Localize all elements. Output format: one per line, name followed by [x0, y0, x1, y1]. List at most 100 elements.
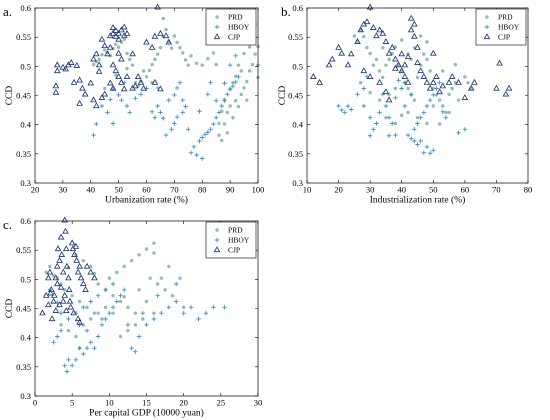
- panel-a-x-tick-label: 80: [198, 185, 207, 195]
- panel-b-hboy-point: [462, 127, 468, 132]
- panel-a-prd-point: [228, 104, 232, 108]
- panel-b-hboy-point: [431, 92, 436, 98]
- panel-b-prd-point: [406, 110, 410, 115]
- panel-b-cjp-point: [401, 61, 409, 68]
- panel-b-cjp-point: [373, 32, 380, 39]
- panel-c-x-tick-label: 15: [142, 398, 151, 408]
- panel-c-prd-point: [51, 274, 56, 278]
- panel-b-x-tick-label: 20: [334, 185, 343, 195]
- panel-b-x-tick-label: 40: [397, 185, 406, 195]
- panel-b-cjp-point: [388, 43, 396, 50]
- panel-a-prd-point: [100, 52, 104, 57]
- panel-c-hboy-point: [107, 310, 112, 316]
- panel-b-cjp-point: [429, 78, 437, 85]
- panel-a-hboy-point: [211, 121, 216, 127]
- panel-a-cjp-point: [148, 43, 156, 50]
- panel-b-hboy-point: [418, 138, 423, 144]
- panel-a-hboy-point: [161, 116, 166, 121]
- panel-a-hboy-point: [163, 132, 169, 138]
- panel-b-prd-point: [384, 115, 388, 120]
- panel-a-prd-point: [242, 86, 246, 90]
- panel-b-hboy-point: [355, 92, 360, 97]
- panel-a-hboy-point: [188, 150, 194, 155]
- panel-a-cjp-point: [52, 82, 60, 89]
- panel-c-prd-point: [48, 264, 52, 269]
- panel-a-prd-point: [253, 52, 257, 56]
- panel-b-cjp-point: [392, 55, 399, 62]
- panel-a-prd-point: [169, 46, 174, 50]
- panel-c-hboy-point: [62, 363, 67, 368]
- panel-a-prd-point: [114, 73, 118, 77]
- panel-a-cjp-point: [98, 94, 106, 100]
- panel-b-prd-point: [415, 75, 420, 80]
- panel-a-y-axis-label: CCD: [5, 86, 15, 106]
- panel-a-hboy-point: [205, 92, 211, 97]
- panel-b-y-tick-label: 0.4: [292, 120, 303, 130]
- panel-a-hboy-point: [191, 144, 197, 150]
- panel-b-prd-point: [422, 52, 426, 56]
- panel-a-prd-point: [183, 58, 188, 62]
- panel-a-hboy-point: [200, 135, 205, 140]
- panel-b-hboy-point: [434, 86, 439, 91]
- panel-b-hboy-point: [424, 103, 430, 109]
- panel-c-legend-hboy-marker: [214, 237, 220, 243]
- panel-b-y-tick-label: 0.45: [288, 91, 303, 101]
- panel-b-prd-point: [450, 86, 454, 91]
- panel-a-cjp-point: [112, 67, 120, 74]
- panel-a-hboy-point: [186, 127, 191, 132]
- panel-b-prd-point: [400, 38, 404, 42]
- panel-a-prd-point: [247, 69, 252, 73]
- panel-a-hboy-point: [180, 97, 185, 103]
- panel-b-prd-point: [466, 80, 470, 85]
- panel-b-hboy-point: [377, 110, 382, 115]
- panel-b-cjp-point: [496, 59, 503, 66]
- panel-a-prd-point: [231, 115, 235, 120]
- panel-a-cjp-point: [90, 55, 97, 62]
- panel-a-cjp-point: [115, 73, 122, 79]
- panel-a-hboy-point: [174, 85, 180, 91]
- panel-a-cjp-point: [98, 35, 106, 42]
- panel-b-cjp-point: [395, 61, 402, 68]
- panel-a-cjp-point: [143, 38, 150, 45]
- panel-b-cjp-point: [398, 67, 406, 74]
- panel-b-prd-point: [425, 121, 429, 126]
- panel-c-cjp-point: [82, 286, 89, 292]
- panel-a-cjp-point: [67, 59, 75, 65]
- panel-a-x-tick-label: 100: [252, 185, 265, 195]
- panel-c-x-tick-label: 20: [179, 398, 188, 408]
- panel-b-cjp-point: [309, 73, 317, 79]
- panel-a-prd-point: [211, 51, 216, 55]
- panel-a-x-tick-label: 90: [226, 185, 235, 195]
- panel-b-hboy-point: [405, 132, 411, 138]
- panel-a-prd-point: [97, 57, 101, 62]
- panel-a-hboy-point: [169, 127, 174, 132]
- panel-c-hboy-point: [140, 310, 145, 316]
- panel-c-cjp-point: [79, 280, 87, 287]
- panel-a-hboy-point: [236, 74, 241, 80]
- panel-c-prd-point: [85, 305, 89, 310]
- panel-a-label: a.: [3, 4, 12, 19]
- panel-b-hboy-point: [361, 103, 367, 109]
- panel-c-hboy-point: [95, 293, 101, 298]
- panel-b-hboy-point: [408, 136, 414, 141]
- panel-a-hboy-point: [200, 156, 205, 161]
- panel-c-prd-point: [59, 323, 63, 327]
- panel-b-prd-point: [425, 57, 429, 62]
- panel-b-hboy-point: [421, 110, 427, 115]
- panel-b-cjp-point: [455, 78, 462, 85]
- panel-c-hboy-point: [84, 345, 90, 351]
- panel-a-legend-hboy-label: HBOY: [228, 23, 250, 32]
- panel-a-prd-point: [130, 63, 135, 67]
- panel-a-prd-point: [161, 16, 165, 21]
- panel-c-cjp-point: [61, 291, 69, 298]
- panel-b-y-tick-label: 0.3: [292, 178, 303, 188]
- panel-a-prd-point: [114, 42, 118, 46]
- panel-a-cjp-point: [120, 85, 128, 92]
- panel-a-cjp-point: [112, 32, 120, 39]
- panel-a-data-points: [52, 3, 260, 161]
- panel-c-prd-point: [178, 276, 182, 280]
- panel-c-hboy-point: [81, 305, 86, 310]
- panel-b-cjp-point: [439, 82, 447, 89]
- panel-b-hboy-point: [440, 109, 445, 115]
- panel-a-hboy-point: [180, 110, 185, 115]
